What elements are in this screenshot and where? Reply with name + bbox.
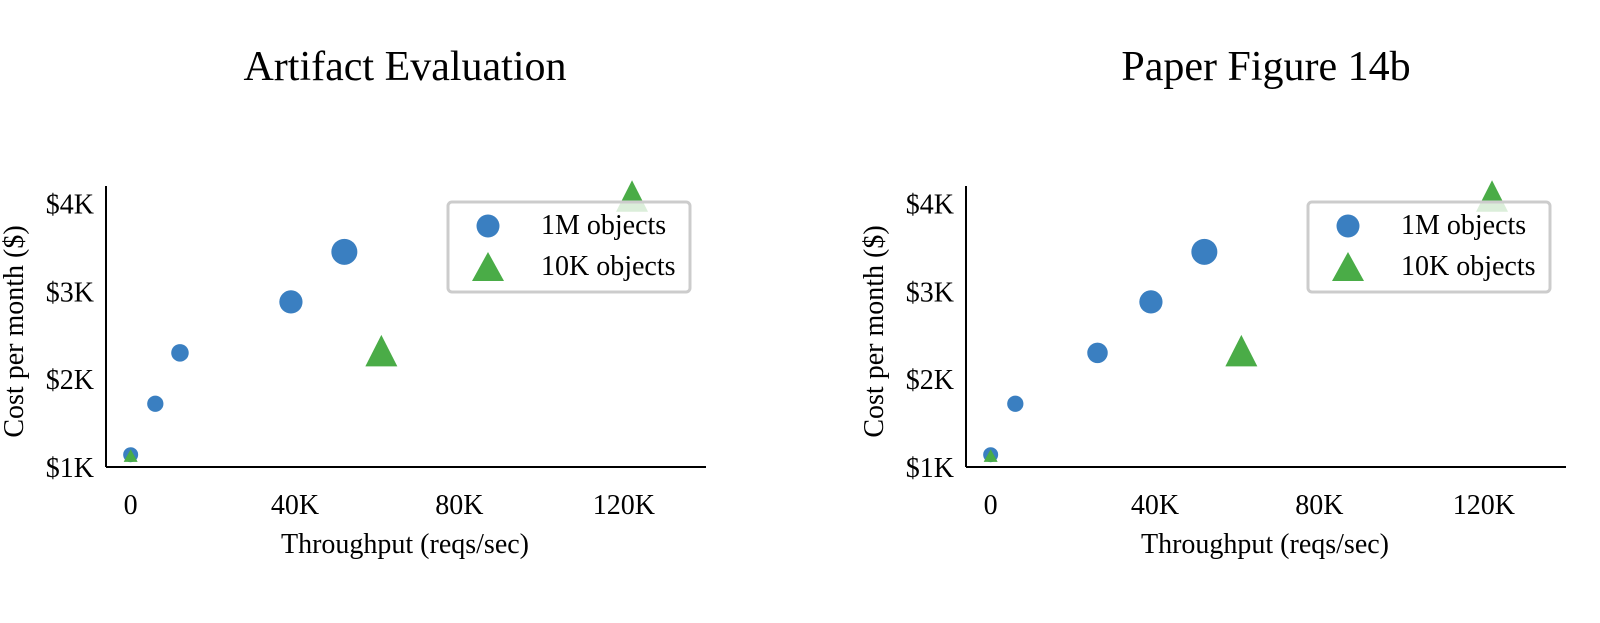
legend-marker-triangle xyxy=(472,252,504,281)
y-tick-label: $1K xyxy=(906,453,954,484)
y-tick-label: $4K xyxy=(46,190,94,221)
chart-title: Artifact Evaluation xyxy=(243,44,567,90)
legend-frame xyxy=(1306,200,1552,294)
data-point-1m-objects xyxy=(1191,238,1218,265)
y-tick-label: $2K xyxy=(906,365,954,396)
x-axis-label: Throughput (reqs/sec) xyxy=(281,529,529,560)
y-tick-label: $4K xyxy=(906,190,954,221)
data-point-10k-objects xyxy=(365,334,398,367)
data-point-10k-objects xyxy=(123,449,138,462)
x-axis-label: Throughput (reqs/sec) xyxy=(1141,529,1389,560)
legend-frame xyxy=(446,200,692,294)
x-tick-label: 40K xyxy=(1131,490,1179,521)
legend-marker-circle xyxy=(476,214,500,238)
y-tick-label: $2K xyxy=(46,365,94,396)
x-tick-label: 0 xyxy=(984,490,998,521)
y-axis-label: Cost per month ($) xyxy=(859,225,890,437)
scatter-chart-paper-figure-14b: $1K $2K $3K $4K 0 40K 80K 120K Throughput (reqs/… xyxy=(859,180,1566,560)
data-point-1m-objects xyxy=(1087,342,1108,364)
data-point-1m-objects xyxy=(331,238,358,265)
x-tick-label: 120K xyxy=(1453,490,1515,521)
chart-panel-artifact-evaluation: Artifact Evaluation $1K $2K $3K $4K 0 40K 80K 1… xyxy=(0,44,706,560)
legend-label: 10K objects xyxy=(541,251,676,282)
data-point-1m-objects xyxy=(171,344,189,362)
x-tick-label: 40K xyxy=(271,490,319,521)
y-tick-label: $3K xyxy=(906,277,954,308)
legend-label: 10K objects xyxy=(1401,251,1536,282)
legend: 1M objects 10K objects xyxy=(1306,200,1552,294)
chart-title: Paper Figure 14b xyxy=(1121,44,1411,90)
x-tick-label: 80K xyxy=(1295,490,1343,521)
y-tick-label: $1K xyxy=(46,453,94,484)
legend-marker-triangle xyxy=(1332,252,1364,281)
data-point-1m-objects xyxy=(1139,290,1163,314)
data-point-1m-objects xyxy=(1007,395,1024,412)
data-point-1m-objects xyxy=(147,395,164,412)
legend-marker-circle xyxy=(1336,214,1360,238)
data-point-1m-objects xyxy=(279,290,303,314)
x-tick-label: 120K xyxy=(593,490,655,521)
y-axis-label: Cost per month ($) xyxy=(0,225,30,437)
x-tick-label: 80K xyxy=(435,490,483,521)
legend-label: 1M objects xyxy=(1401,210,1526,241)
x-tick-label: 0 xyxy=(124,490,138,521)
legend-label: 1M objects xyxy=(541,210,666,241)
scatter-chart-artifact-evaluation: $1K $2K $3K $4K 0 40K 80K 120K Throughput (reqs/… xyxy=(0,180,706,560)
data-point-10k-objects xyxy=(983,449,998,462)
chart-panel-paper-figure-14b: Paper Figure 14b $1K $2K $3K $4K 0 40K 80K 120K… xyxy=(859,0,1600,623)
data-point-10k-objects xyxy=(1225,334,1258,367)
y-tick-label: $3K xyxy=(46,277,94,308)
legend: 1M objects 10K objects xyxy=(446,200,692,294)
